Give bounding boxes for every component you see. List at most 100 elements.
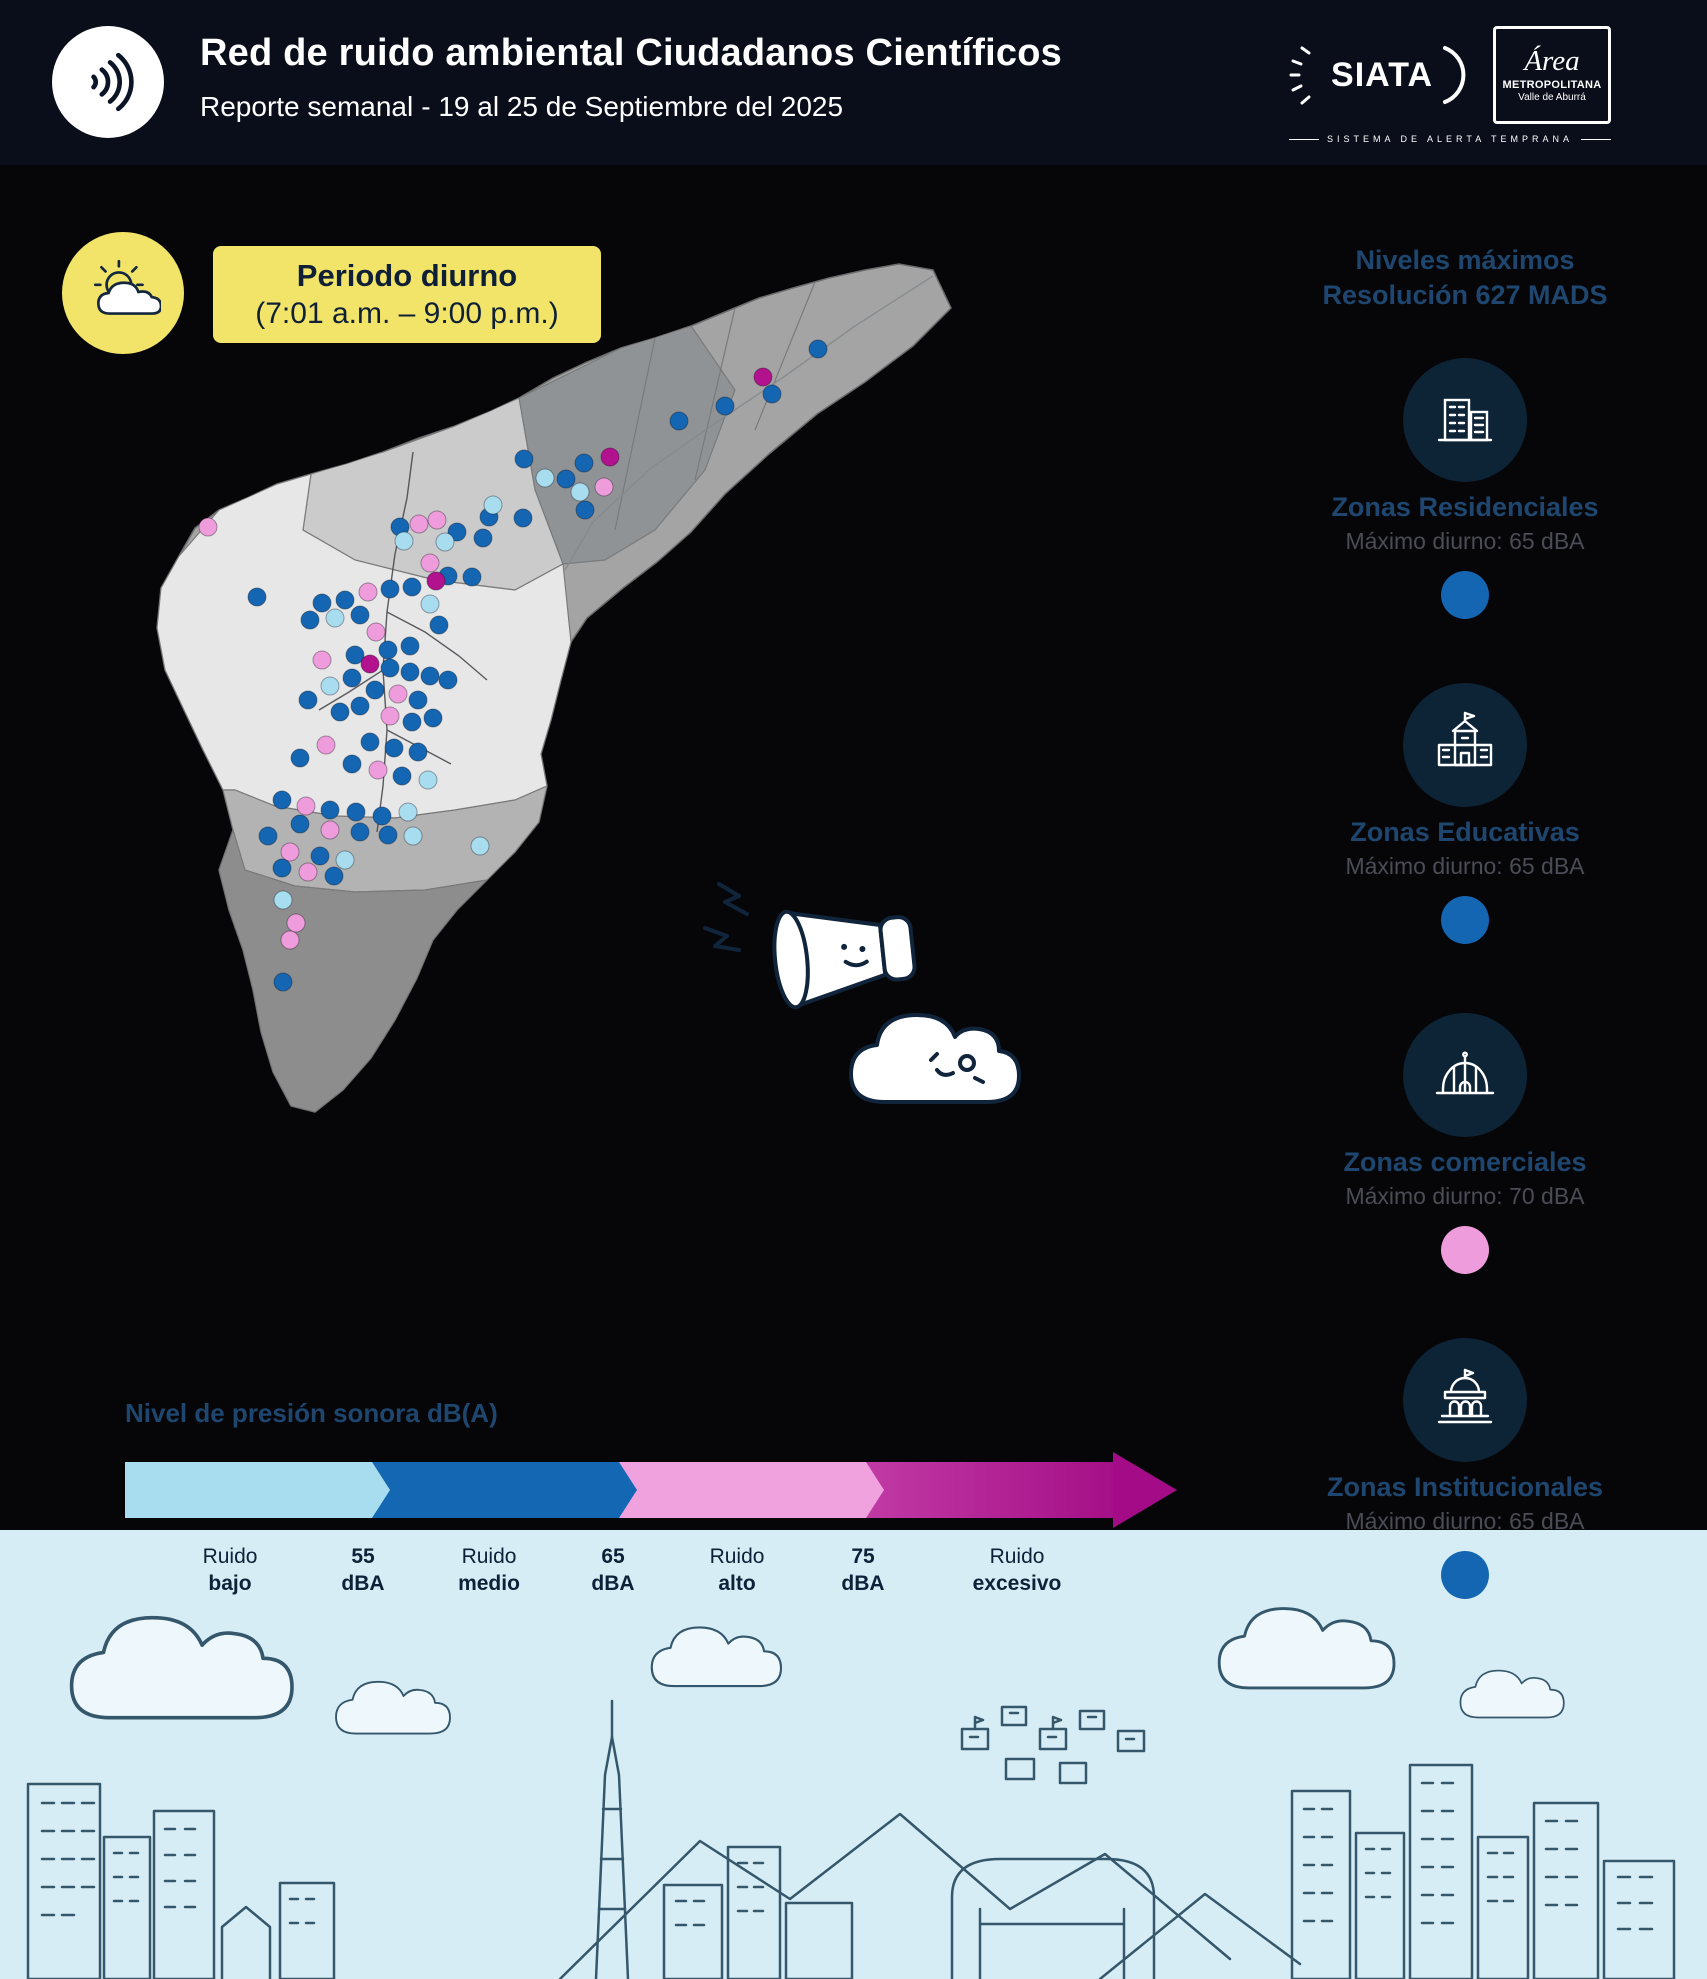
noise-station-dot: [325, 608, 345, 628]
noise-station-dot: [378, 825, 398, 845]
amva-script-text: Área: [1524, 45, 1580, 77]
noise-station-dot: [372, 806, 392, 826]
noise-station-dot: [388, 684, 408, 704]
noise-station-dot: [594, 477, 614, 497]
noise-station-dot: [392, 766, 412, 786]
noise-station-dot: [342, 668, 362, 688]
legend-label-65: 65 dBA: [591, 1545, 635, 1596]
sun-cloud-icon: [62, 232, 184, 354]
noise-station-dot: [286, 913, 306, 933]
noise-station-dot: [427, 510, 447, 530]
noise-station-dot: [273, 972, 293, 992]
noise-station-dot: [402, 577, 422, 597]
noise-station-dot: [296, 796, 316, 816]
header-bar: Red de ruido ambiental Ciudadanos Cientí…: [0, 0, 1707, 165]
noise-station-dot: [290, 814, 310, 834]
noise-station-dot: [398, 802, 418, 822]
siata-caption: SISTEMA DE ALERTA TEMPRANA: [1289, 134, 1611, 144]
bottom-sky-band: [0, 1530, 1707, 1979]
noise-station-dot: [198, 517, 218, 537]
legend-title: Nivel de presión sonora dB(A): [125, 1398, 498, 1428]
noise-station-dot: [272, 790, 292, 810]
noise-station-dot: [330, 702, 350, 722]
noise-station-dot: [298, 690, 318, 710]
megaphone-horn: [772, 909, 917, 1010]
noise-station-dot: [358, 582, 378, 602]
noise-station-dot: [335, 850, 355, 870]
legend-label-55: 55 dBA: [341, 1545, 385, 1596]
cloud-shape: [69, 1615, 294, 1720]
noise-station-dot: [258, 826, 278, 846]
noise-station-dot: [384, 738, 404, 758]
period-banner: Periodo diurno (7:01 a.m. – 9:00 p.m.): [213, 246, 601, 343]
noise-station-dot: [345, 645, 365, 665]
noise-station-dot: [320, 800, 340, 820]
legend-segment-medio: [372, 1462, 637, 1518]
noise-station-dot: [420, 553, 440, 573]
sound-zap-icon: [703, 926, 741, 952]
cityscape-illustration: [26, 1607, 1676, 1979]
mountain-ridge: [558, 1812, 1232, 1979]
noise-station-dot: [272, 858, 292, 878]
noise-station-dot: [438, 670, 458, 690]
legend-segment-excesivo: [866, 1462, 1131, 1518]
legend-label-excesivo: Ruido excesivo: [972, 1545, 1062, 1596]
noise-scale-bar: [125, 1462, 1131, 1518]
header-titles: Red de ruido ambiental Ciudadanos Cientí…: [200, 32, 1062, 123]
legend-segment-bajo: [125, 1462, 390, 1518]
siata-logo: SIATA: [1289, 44, 1467, 106]
noise-station-dot: [575, 500, 595, 520]
zone-level-dot: [1441, 896, 1489, 944]
noise-station-dot: [473, 528, 493, 548]
amva-valle-text: Valle de Aburrá: [1518, 92, 1586, 103]
zone-residential-block: Zonas Residenciales Máximo diurno: 65 dB…: [1285, 358, 1645, 619]
residential-building-icon: [1403, 358, 1527, 482]
zone-level-dot: [1441, 1226, 1489, 1274]
noise-station-dot: [426, 571, 446, 591]
noise-station-dot: [312, 650, 332, 670]
megaphone-illustration: [695, 862, 1045, 1117]
zone-max-level: Máximo diurno: 70 dBA: [1345, 1183, 1585, 1209]
zone-level-dot: [1441, 571, 1489, 619]
noise-station-dot: [365, 680, 385, 700]
noise-station-dot: [310, 846, 330, 866]
noise-station-dot: [513, 508, 533, 528]
noise-station-dot: [342, 754, 362, 774]
siata-rays-icon: [1289, 46, 1311, 105]
noise-station-dot: [316, 735, 336, 755]
noise-station-dot: [429, 615, 449, 635]
page-title: Red de ruido ambiental Ciudadanos Cientí…: [200, 32, 1062, 74]
zone-max-level: Máximo diurno: 65 dBA: [1345, 1508, 1585, 1534]
noise-station-dot: [514, 449, 534, 469]
noise-station-dot: [715, 396, 735, 416]
period-line1: Periodo diurno: [296, 258, 518, 293]
period-line2: (7:01 a.m. – 9:00 p.m.): [255, 297, 559, 330]
cloud-shape: [1217, 1607, 1396, 1690]
noise-station-dot: [762, 384, 782, 404]
zone-name: Zonas Educativas: [1350, 817, 1580, 847]
legend-label-75: 75 dBA: [841, 1545, 885, 1596]
arena-building: [950, 1857, 1156, 1979]
amva-metro-text: METROPOLITANA: [1502, 79, 1602, 91]
noise-station-dot: [346, 802, 366, 822]
report-label: Reporte semanal: [200, 91, 414, 122]
noise-station-dot: [360, 732, 380, 752]
noise-station-dot: [380, 706, 400, 726]
legend-label-medio: Ruido medio: [458, 1545, 520, 1596]
noise-station-dot: [600, 447, 620, 467]
noise-station-dot: [380, 658, 400, 678]
zone-name: Zonas comerciales: [1343, 1147, 1587, 1177]
noise-station-dot: [535, 468, 555, 488]
zone-educational-block: Zonas Educativas Máximo diurno: 65 dBA: [1285, 683, 1645, 944]
levels-panel-title: Niveles máximos Resolución 627 MADS: [1322, 245, 1608, 311]
legend-label-alto: Ruido alto: [709, 1545, 765, 1596]
noise-station-dot: [669, 411, 689, 431]
noise-station-dot: [298, 862, 318, 882]
report-subtitle: Reporte semanal - 19 al 25 de Septiembre …: [200, 91, 1062, 123]
mountain-ridge: [1098, 1892, 1302, 1979]
noise-station-dot: [435, 532, 455, 552]
cloud-shape: [1459, 1669, 1565, 1719]
noise-station-dot: [423, 708, 443, 728]
noise-station-dot: [273, 890, 293, 910]
noise-station-dot: [350, 696, 370, 716]
